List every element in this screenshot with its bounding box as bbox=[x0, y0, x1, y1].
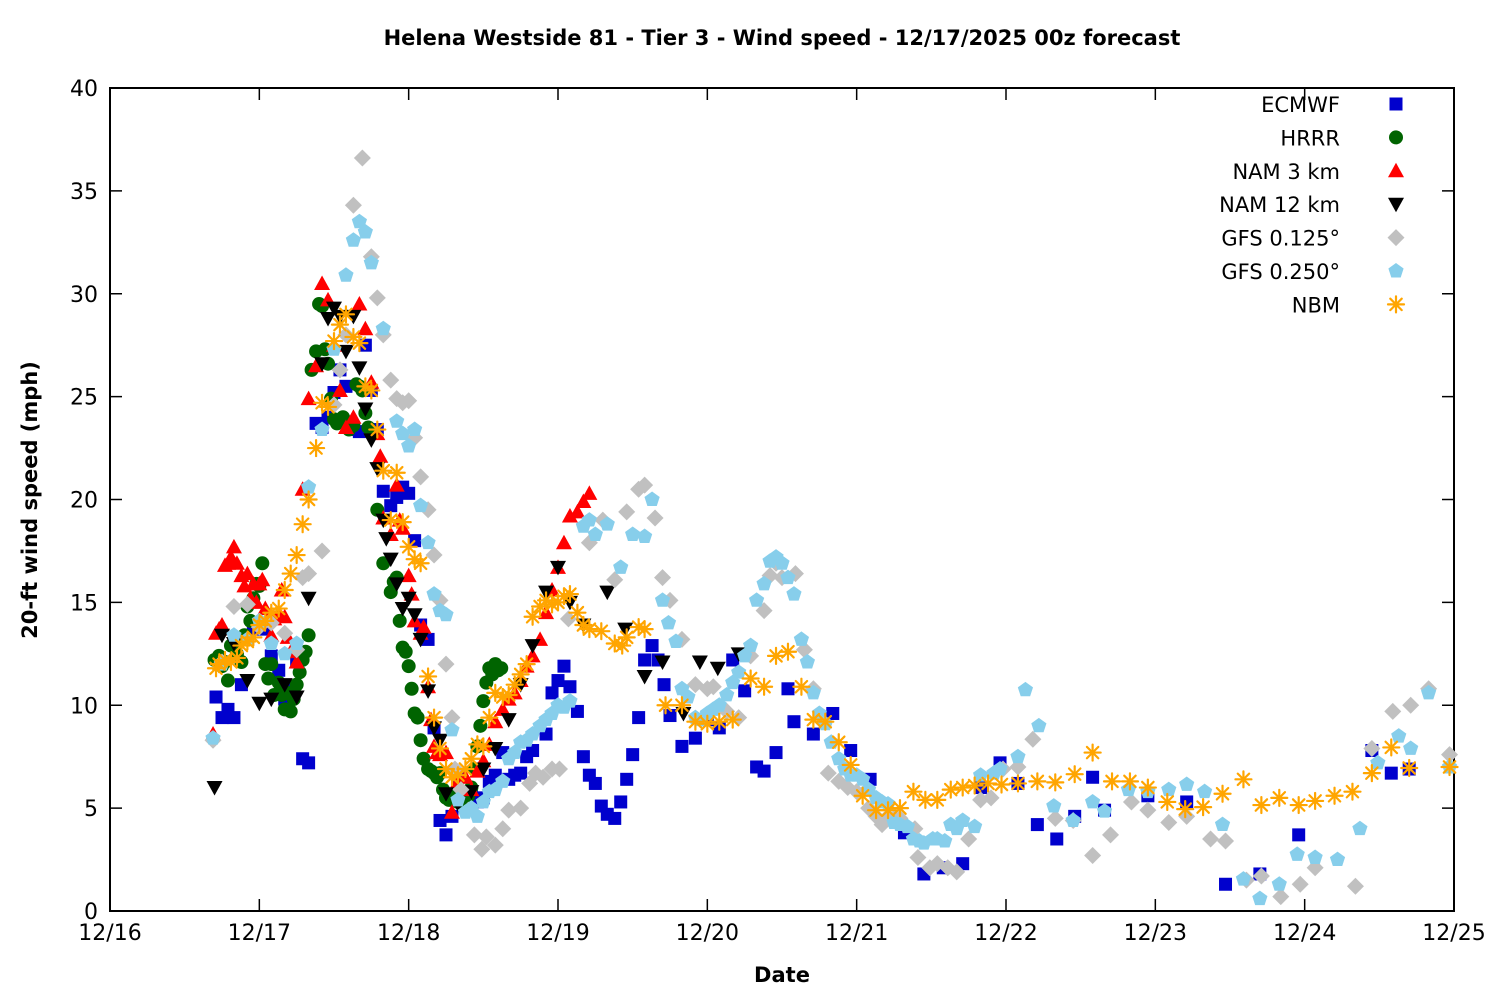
legend-item-nbm: NBM bbox=[1292, 293, 1406, 317]
legend-label: HRRR bbox=[1280, 126, 1340, 150]
x-tick-label: 12/18 bbox=[377, 921, 440, 946]
y-tick-label: 40 bbox=[70, 77, 98, 102]
y-tick-label: 35 bbox=[70, 180, 98, 205]
series-nbm bbox=[206, 305, 1459, 820]
chart-title: Helena Westside 81 - Tier 3 - Wind speed… bbox=[383, 26, 1181, 50]
legend-item-gfs-0-250: GFS 0.250° bbox=[1221, 260, 1404, 284]
y-tick-label: 20 bbox=[70, 489, 98, 514]
legend-item-nam-3-km: NAM 3 km bbox=[1232, 160, 1404, 184]
legend-label: GFS 0.250° bbox=[1221, 260, 1340, 284]
legend-item-gfs-0-125: GFS 0.125° bbox=[1221, 227, 1405, 251]
legend-label: ECMWF bbox=[1261, 93, 1340, 117]
axis-ticks bbox=[109, 87, 1455, 912]
axis-tick-labels: 12/16 12/17 12/18 12/19 12/20 12/21 12/22 12/23… bbox=[70, 77, 1486, 946]
legend-label: NAM 3 km bbox=[1232, 160, 1340, 184]
x-tick-label: 12/21 bbox=[825, 921, 888, 946]
legend-label: NAM 12 km bbox=[1219, 193, 1340, 217]
y-tick-label: 30 bbox=[70, 283, 98, 308]
x-tick-label: 12/24 bbox=[1273, 921, 1336, 946]
x-axis-label: Date bbox=[754, 963, 810, 987]
legend: ECMWF HRRR NAM 3 km NAM 12 km GFS 0.125° GFS … bbox=[1219, 93, 1406, 317]
legend-label: GFS 0.125° bbox=[1221, 227, 1340, 251]
x-tick-label: 12/20 bbox=[676, 921, 739, 946]
x-tick-label: 12/25 bbox=[1422, 921, 1485, 946]
x-tick-label: 12/16 bbox=[78, 921, 141, 946]
legend-label: NBM bbox=[1292, 293, 1340, 317]
x-tick-label: 12/17 bbox=[228, 921, 291, 946]
x-tick-label: 12/22 bbox=[974, 921, 1037, 946]
y-tick-label: 10 bbox=[70, 694, 98, 719]
series-hrrr bbox=[207, 297, 509, 809]
x-tick-label: 12/23 bbox=[1124, 921, 1187, 946]
series-nam-12-km bbox=[206, 301, 747, 813]
y-tick-label: 25 bbox=[70, 386, 98, 411]
legend-item-ecmwf: ECMWF bbox=[1261, 93, 1403, 117]
y-tick-label: 5 bbox=[84, 797, 98, 822]
y-tick-label: 15 bbox=[70, 591, 98, 616]
y-tick-label: 0 bbox=[84, 900, 98, 925]
legend-item-hrrr: HRRR bbox=[1280, 126, 1403, 150]
legend-item-nam-12-km: NAM 12 km bbox=[1219, 193, 1404, 217]
x-tick-label: 12/19 bbox=[526, 921, 589, 946]
